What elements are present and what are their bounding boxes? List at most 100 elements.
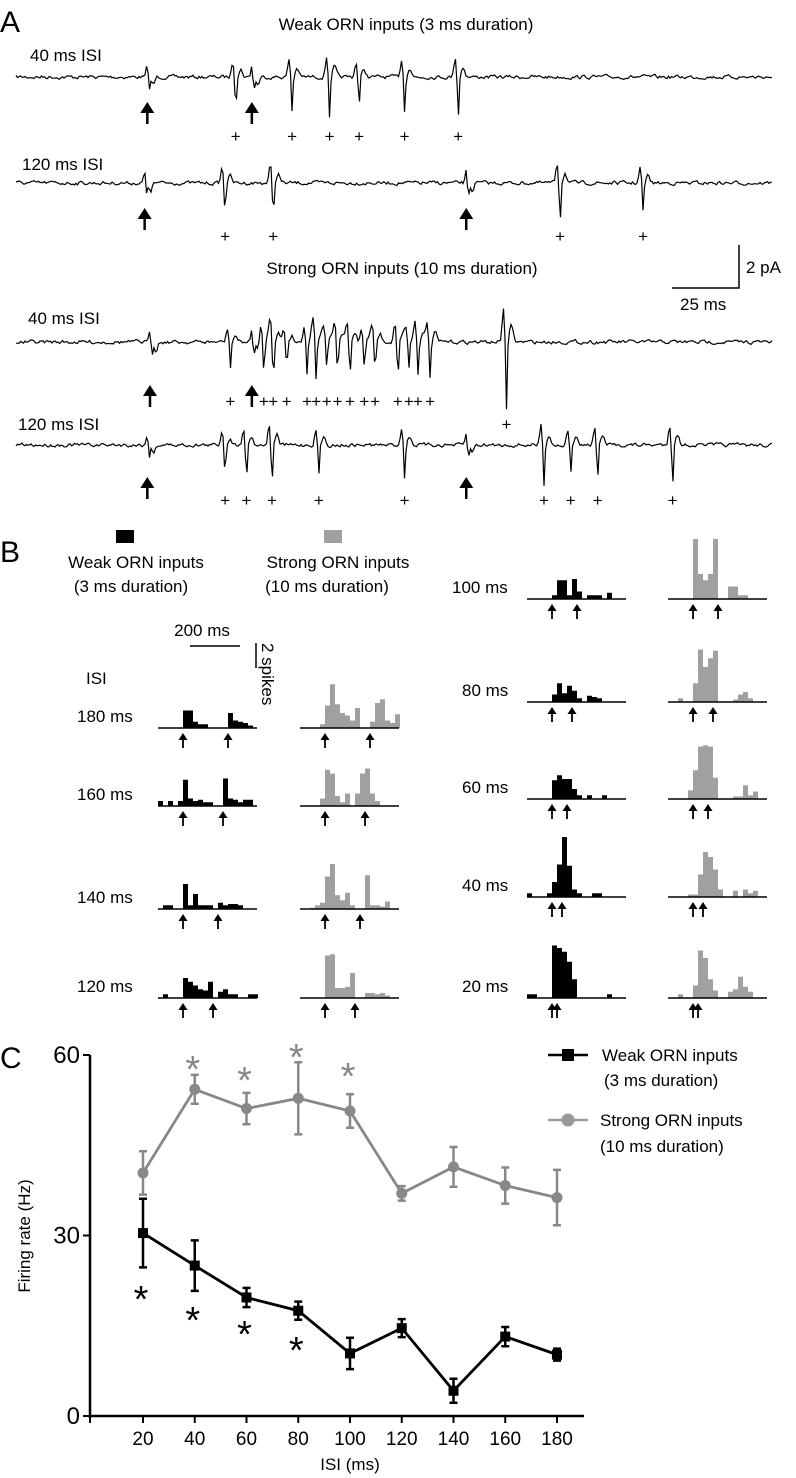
- histogram-bar: [577, 795, 582, 799]
- histogram-bar: [708, 574, 713, 599]
- x-tick-label: 20: [132, 1429, 153, 1450]
- spike-marker: +: [566, 491, 576, 510]
- strong-title: Strong ORN inputs (10 ms duration): [266, 259, 537, 278]
- isi-label: 80 ms: [462, 681, 508, 700]
- histogram-bar: [713, 777, 718, 799]
- significance-asterisk: *: [237, 1060, 252, 1102]
- histogram-bar: [183, 978, 188, 998]
- traces: + + + + + ++ + + ++ + + + + + + + + + + + + + +++ + + + + + + + +: [15, 57, 773, 510]
- spike-marker: +: [314, 491, 324, 510]
- histogram-bar: [380, 906, 385, 909]
- histogram-bar: [238, 905, 243, 909]
- stimulus-arrow-head: [350, 1003, 360, 1010]
- trace-label-2: 120 ms ISI: [22, 155, 103, 174]
- histogram-bar: [193, 801, 198, 806]
- histogram-bar: [708, 746, 713, 799]
- histogram-bar: [385, 720, 390, 728]
- legend-strong-1: Strong ORN inputs: [267, 553, 410, 572]
- stimulus-arrow-head: [213, 914, 223, 921]
- legend-marker-weak: [562, 1049, 574, 1061]
- x-tick-label: 40: [184, 1429, 205, 1450]
- data-point: [137, 1167, 149, 1179]
- data-point: [138, 1228, 148, 1239]
- histogram-bar: [223, 989, 228, 998]
- x-tick-label: 60: [236, 1429, 257, 1450]
- histogram-bar: [350, 905, 355, 909]
- histogram-bar: [693, 985, 698, 998]
- histogram-bar: [350, 973, 355, 998]
- spike-marker: +: [404, 392, 414, 411]
- spike-marker: +: [242, 491, 252, 510]
- histogram-bar: [320, 724, 325, 728]
- x-tick-label: 180: [541, 1429, 573, 1450]
- histogram-bar: [572, 789, 577, 799]
- spike-marker: +: [539, 491, 549, 510]
- current-trace: [15, 424, 773, 486]
- histogram-bar: [567, 779, 572, 799]
- histogram-bar: [375, 994, 380, 998]
- histogram-bar: [188, 798, 193, 806]
- legend-marker-strong: [561, 1113, 575, 1127]
- weak-title: Weak ORN inputs (3 ms duration): [279, 15, 534, 34]
- histogram-bar: [228, 713, 233, 728]
- data-point: [396, 1187, 408, 1199]
- current-trace: [15, 57, 773, 118]
- histogram-bar: [562, 693, 567, 702]
- histogram-bar: [698, 574, 703, 599]
- histogram-bar: [203, 905, 208, 909]
- histogram-bar: [390, 723, 395, 728]
- spike-marker: +: [501, 415, 511, 434]
- isi-label: 20 ms: [462, 977, 508, 996]
- spike-marker: +: [311, 392, 321, 411]
- histogram-bar: [385, 995, 390, 998]
- trace-label-4: 120 ms ISI: [18, 415, 99, 434]
- data-point: [345, 1348, 355, 1359]
- histogram-bar: [698, 950, 703, 998]
- spike-marker: +: [267, 491, 277, 510]
- histogram-bar: [552, 945, 557, 998]
- histogram-bar: [188, 981, 193, 998]
- panel-c-letter: C: [0, 1042, 22, 1075]
- histogram-bar: [698, 649, 703, 702]
- spike-marker: +: [400, 491, 410, 510]
- significance-asterisk: *: [341, 1056, 356, 1098]
- data-point: [552, 1349, 562, 1360]
- histogram-bar: [562, 837, 567, 897]
- histogram-bar: [693, 894, 698, 897]
- isi-label: 160 ms: [77, 785, 133, 804]
- stimulus-arrow-head: [547, 604, 557, 611]
- stimulus-arrow-head: [320, 733, 330, 740]
- histogram-bar: [567, 961, 572, 998]
- firing-rate-chart: 20 40 60 80 100 120 140 160 180 0 30 60 * * * * * * * *: [53, 1037, 584, 1450]
- histogram-bar: [602, 795, 607, 799]
- spike-marker: +: [413, 392, 423, 411]
- histogram-bar: [552, 595, 557, 599]
- significance-asterisk: *: [185, 1300, 200, 1342]
- stimulus-arrow-head: [355, 914, 365, 921]
- histogram-bar: [320, 798, 325, 806]
- histogram-bar: [572, 579, 577, 599]
- histogram-bar: [678, 698, 683, 702]
- histogram-bar: [527, 994, 532, 998]
- legend-label-weak-2: (3 ms duration): [604, 1071, 718, 1090]
- histogram-bar: [597, 893, 602, 897]
- histogram-bar: [248, 799, 253, 806]
- isi-header: ISI: [86, 669, 107, 688]
- histogram-bar: [592, 595, 597, 599]
- histogram-bar: [340, 900, 345, 909]
- histogram-bar: [223, 778, 228, 806]
- histogram-bar: [168, 801, 173, 806]
- histogram-bar: [703, 580, 708, 599]
- legend-label-strong-2: (10 ms duration): [600, 1137, 724, 1156]
- stimulus-arrow-head: [140, 102, 155, 113]
- histogram-bar: [743, 986, 748, 998]
- stimulus-arrow-head: [178, 733, 188, 740]
- histogram-bar: [233, 994, 238, 998]
- stimulus-arrow-head: [320, 1003, 330, 1010]
- data-point: [241, 1292, 252, 1303]
- histogram-bar: [370, 793, 375, 806]
- legend-weak-2: (3 ms duration): [74, 577, 188, 596]
- histogram-bar: [718, 889, 723, 897]
- significance-asterisk: *: [289, 1037, 304, 1079]
- x-tick-label: 120: [386, 1429, 418, 1450]
